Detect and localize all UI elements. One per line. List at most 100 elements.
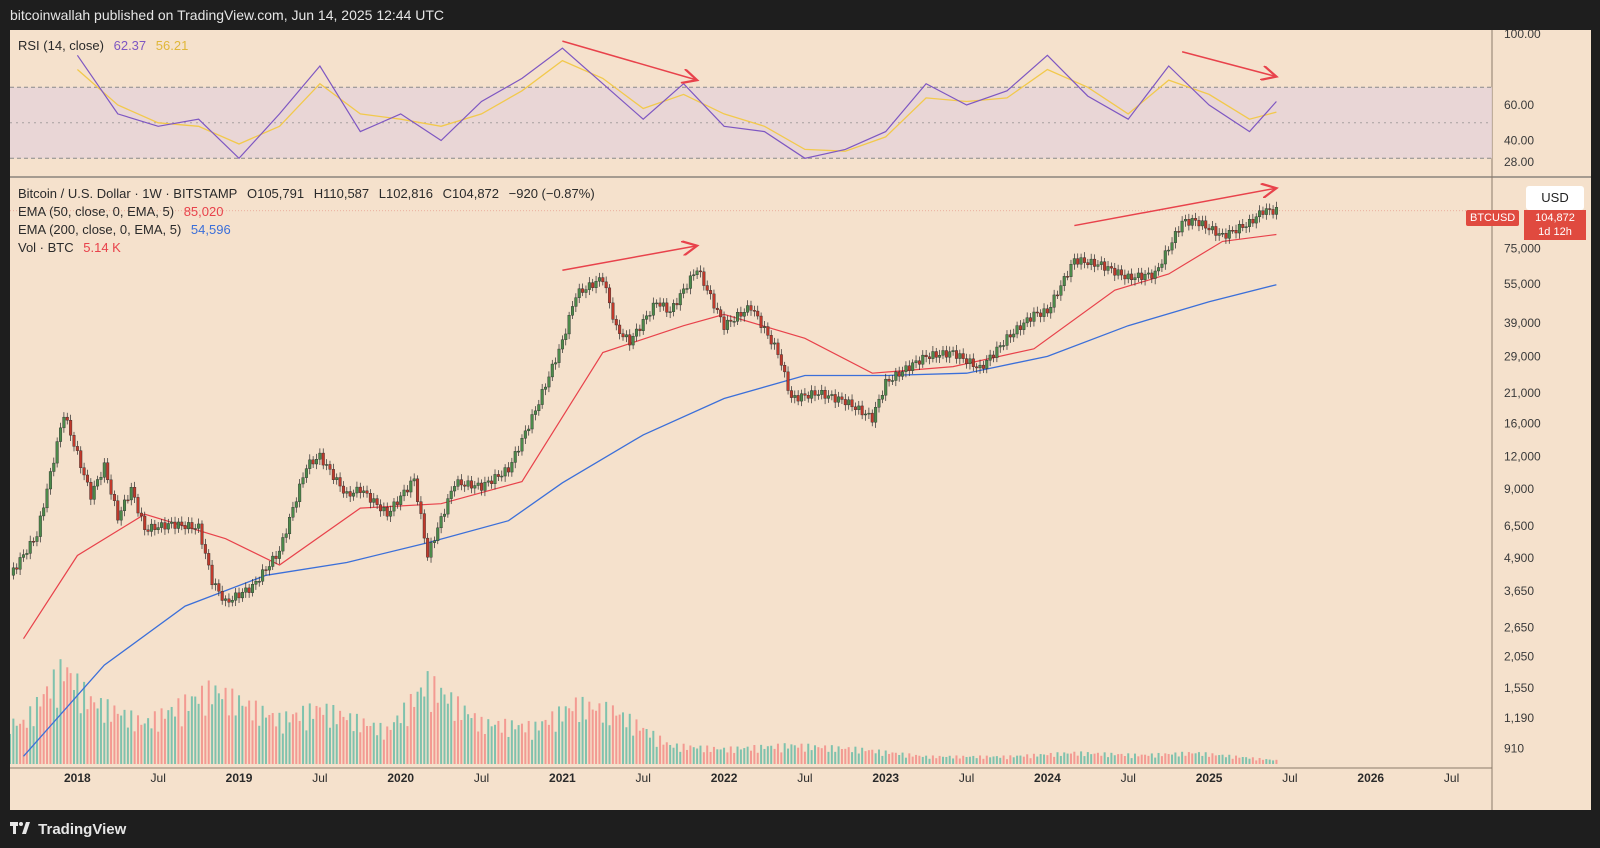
candle-body [830, 394, 834, 396]
rsi-label: RSI (14, close) [18, 38, 104, 53]
price-divergence-arrow [1074, 188, 1276, 227]
volume-bar [952, 758, 955, 764]
volume-bar [901, 752, 904, 764]
volume-bar [180, 726, 183, 764]
time-tick-label: 2024 [1034, 771, 1061, 785]
candle-body [1005, 334, 1009, 346]
volume-bar [999, 757, 1002, 764]
candle-body [1035, 311, 1039, 314]
volume-bar [979, 755, 982, 764]
chart-area[interactable]: 100.00 60.00 40.00 28.00 75,000 55,000 39,000 2… [10, 30, 1591, 810]
volume-bar [1174, 752, 1177, 764]
candle-body [318, 452, 322, 460]
candle-body [294, 501, 298, 508]
volume-bar [302, 705, 305, 764]
volume-bar [194, 696, 197, 764]
volume-bar [308, 703, 311, 764]
candle-body [1221, 233, 1225, 235]
volume-bar [1197, 752, 1200, 764]
candle-body [776, 342, 780, 355]
volume-bar [278, 712, 281, 764]
ohlc-change: −920 (−0.87%) [508, 186, 595, 201]
volume-bar [968, 756, 971, 764]
volume-bar [430, 711, 433, 764]
candle-body [816, 394, 820, 396]
volume-bar [443, 694, 446, 764]
candle-body [503, 467, 507, 477]
candle-body [941, 350, 945, 356]
volume-bar [369, 726, 372, 764]
volume-bar [686, 749, 689, 764]
candle-body [129, 487, 133, 501]
volume-bar [483, 733, 486, 764]
volume-bar [712, 746, 715, 764]
volume-bar [399, 723, 402, 764]
candle-body [645, 315, 649, 320]
volume-bar [328, 727, 331, 764]
candle-body [1254, 216, 1258, 224]
candle-body [806, 395, 810, 399]
volume-bar [918, 755, 921, 764]
candle-body [749, 305, 753, 311]
candle-body [483, 482, 487, 491]
currency-selector[interactable]: USD [1526, 186, 1584, 210]
volume-bar [605, 701, 608, 764]
volume-bar [716, 749, 719, 764]
volume-bar [234, 715, 237, 764]
volume-bar [456, 696, 459, 764]
volume-bar [807, 743, 810, 764]
candle-body [732, 321, 736, 323]
volume-bar [770, 745, 773, 764]
candle-body [742, 312, 746, 317]
candle-body [517, 450, 521, 453]
candle-body [901, 371, 905, 377]
rsi-divergence-arrow [562, 40, 697, 80]
rsi-legend: RSI (14, close) 62.37 56.21 [18, 38, 194, 53]
candle-body [1089, 258, 1093, 265]
volume-bar [847, 747, 850, 764]
candle-body [284, 533, 288, 538]
candle-body [210, 564, 214, 586]
volume-bar [147, 718, 150, 764]
chart-canvas[interactable]: 100.00 60.00 40.00 28.00 75,000 55,000 39,000 2… [10, 30, 1591, 810]
volume-bar [1036, 756, 1039, 764]
volume-bar [56, 707, 59, 764]
candle-body [1042, 308, 1046, 317]
candle-body [382, 506, 386, 512]
volume-bar [1096, 752, 1099, 764]
volume-bar [1248, 758, 1251, 764]
volume-bar [359, 732, 362, 764]
volume-bar [1012, 757, 1015, 764]
candle-body [695, 270, 699, 275]
candle-body [762, 326, 766, 328]
candle-body [591, 282, 595, 288]
volume-bar [1083, 756, 1086, 764]
candle-body [200, 523, 204, 545]
tradingview-logo[interactable]: TradingView [10, 821, 126, 838]
candle-body [1227, 230, 1231, 239]
price-tick-label: 1,190 [1504, 711, 1534, 725]
candle-body [439, 516, 443, 529]
candle-body [45, 488, 49, 509]
candle-body [766, 326, 770, 336]
volume-bar [160, 708, 163, 764]
volume-bar [318, 707, 321, 764]
candle-body [746, 305, 750, 313]
candle-body [1015, 325, 1019, 335]
candle-body [557, 348, 561, 363]
candle-body [574, 297, 578, 307]
candle-body [180, 521, 184, 526]
volume-bar [851, 752, 854, 764]
candle-body [1177, 231, 1181, 233]
candle-body [496, 474, 500, 477]
price-tick-label: 55,000 [1504, 277, 1541, 291]
volume-bar [719, 749, 722, 764]
candle-body [490, 480, 494, 484]
candle-body [338, 477, 342, 487]
volume-bar [366, 725, 369, 764]
candle-body [897, 371, 901, 377]
volume-bar [534, 721, 537, 764]
candle-body [813, 390, 817, 396]
volume-bar [1157, 752, 1160, 764]
price-tick-label: 1,550 [1504, 681, 1534, 695]
